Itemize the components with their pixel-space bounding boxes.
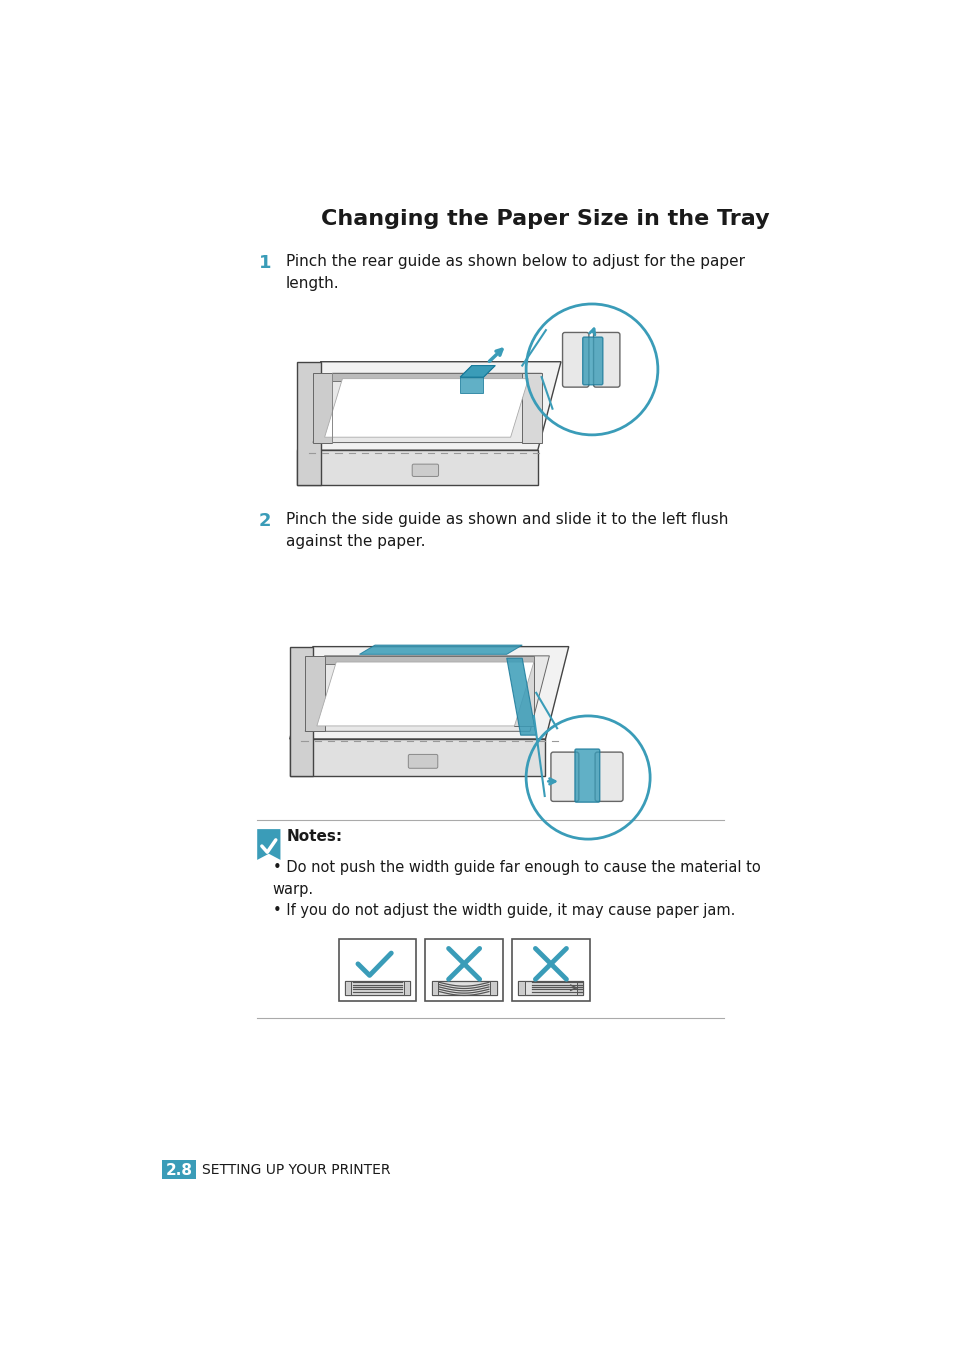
Text: • If you do not adjust the width guide, it may cause paper jam.: • If you do not adjust the width guide, … (273, 903, 735, 918)
Polygon shape (305, 656, 549, 731)
Bar (425, 940, 502, 1001)
Polygon shape (506, 658, 536, 735)
Text: Pinch the side guide as shown and slide it to the left flush
against the paper.: Pinch the side guide as shown and slide … (286, 511, 727, 549)
Bar (431, 981, 437, 995)
Text: Changing the Paper Size in the Tray: Changing the Paper Size in the Tray (320, 209, 768, 229)
Polygon shape (459, 366, 495, 377)
Bar (512, 940, 589, 1001)
Polygon shape (324, 656, 534, 664)
Bar (577, 981, 583, 995)
FancyBboxPatch shape (575, 748, 599, 802)
Text: 2.8: 2.8 (165, 1163, 193, 1178)
Text: SETTING UP YOUR PRINTER: SETTING UP YOUR PRINTER (202, 1163, 391, 1178)
Polygon shape (313, 373, 541, 443)
Polygon shape (297, 451, 537, 485)
Polygon shape (297, 362, 320, 485)
Polygon shape (521, 373, 541, 443)
Polygon shape (313, 373, 332, 443)
Bar (490, 981, 497, 995)
Text: 2: 2 (258, 511, 271, 530)
FancyBboxPatch shape (595, 752, 622, 801)
FancyBboxPatch shape (550, 752, 578, 801)
FancyBboxPatch shape (562, 332, 588, 388)
FancyBboxPatch shape (408, 754, 437, 769)
Polygon shape (297, 362, 560, 451)
Polygon shape (359, 645, 521, 654)
Bar (431, 981, 497, 995)
Text: Pinch the rear guide as shown below to adjust for the paper
length.: Pinch the rear guide as shown below to a… (286, 254, 744, 291)
Polygon shape (290, 646, 313, 777)
FancyBboxPatch shape (412, 464, 438, 476)
Polygon shape (332, 373, 528, 381)
Text: Notes:: Notes: (286, 829, 342, 844)
Text: 1: 1 (258, 254, 271, 272)
Polygon shape (324, 378, 528, 437)
Bar (338, 940, 416, 1001)
Bar (344, 981, 351, 995)
Polygon shape (459, 366, 495, 377)
Bar (517, 981, 583, 995)
Polygon shape (290, 739, 545, 777)
Polygon shape (257, 829, 280, 860)
Bar (344, 981, 410, 995)
FancyBboxPatch shape (593, 332, 619, 388)
Polygon shape (316, 662, 534, 725)
Polygon shape (290, 646, 568, 739)
Polygon shape (459, 377, 483, 393)
Bar (162, 1160, 195, 1179)
Polygon shape (305, 656, 324, 731)
Bar (517, 981, 524, 995)
Bar (403, 981, 410, 995)
FancyBboxPatch shape (582, 336, 602, 385)
Text: • Do not push the width guide far enough to cause the material to
warp.: • Do not push the width guide far enough… (273, 860, 760, 896)
Polygon shape (514, 662, 534, 725)
